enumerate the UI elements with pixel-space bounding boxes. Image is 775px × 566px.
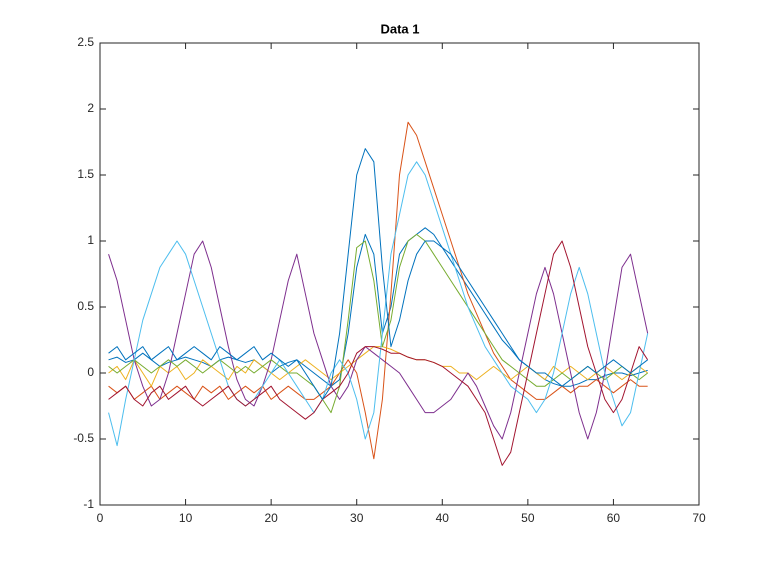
x-tick-label: 20: [264, 511, 278, 525]
y-tick-label: 2: [87, 101, 94, 115]
x-tick-label: 10: [179, 511, 193, 525]
series-line: [108, 227, 648, 387]
series-line: [108, 148, 648, 400]
x-tick-label: 40: [436, 511, 450, 525]
x-tick-label: 70: [692, 511, 706, 525]
y-tick-label: 0: [87, 365, 94, 379]
y-tick-label: 2.5: [77, 35, 94, 49]
axes-box: [99, 42, 700, 506]
y-tick-label: -1: [83, 497, 94, 511]
y-tick-label: -0.5: [73, 431, 94, 445]
series-line: [108, 240, 649, 440]
chart-title: Data 1: [380, 21, 419, 36]
lines: [108, 121, 649, 466]
series-line: [108, 161, 649, 447]
x-tick-label: 50: [521, 511, 535, 525]
y-tick-label: 0.5: [77, 299, 94, 313]
x-tick-label: 30: [350, 511, 364, 525]
series-line: [108, 240, 649, 466]
y-tick-label: 1.5: [77, 167, 94, 181]
x-tick-label: 60: [607, 511, 621, 525]
plot-area: [108, 121, 649, 466]
y-tick-label: 1: [87, 233, 94, 247]
series-line: [108, 233, 648, 414]
series-line: [108, 121, 648, 460]
series-line: [108, 346, 648, 387]
x-tick-label: 0: [97, 511, 104, 525]
